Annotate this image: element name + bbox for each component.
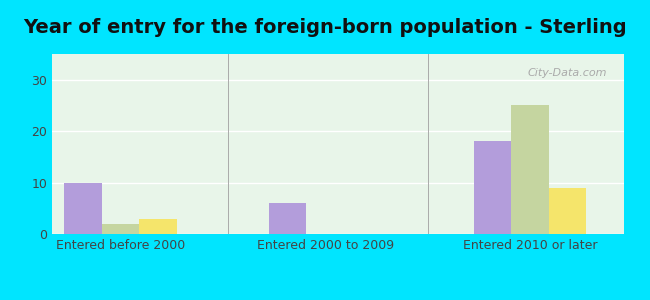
- Bar: [474, 141, 512, 234]
- Bar: [512, 105, 549, 234]
- Bar: [269, 203, 306, 234]
- Bar: [549, 188, 586, 234]
- Bar: [64, 183, 101, 234]
- Text: Year of entry for the foreign-born population - Sterling: Year of entry for the foreign-born popul…: [23, 18, 627, 37]
- Bar: [101, 224, 139, 234]
- Bar: [139, 219, 177, 234]
- Text: City-Data.com: City-Data.com: [527, 68, 607, 78]
